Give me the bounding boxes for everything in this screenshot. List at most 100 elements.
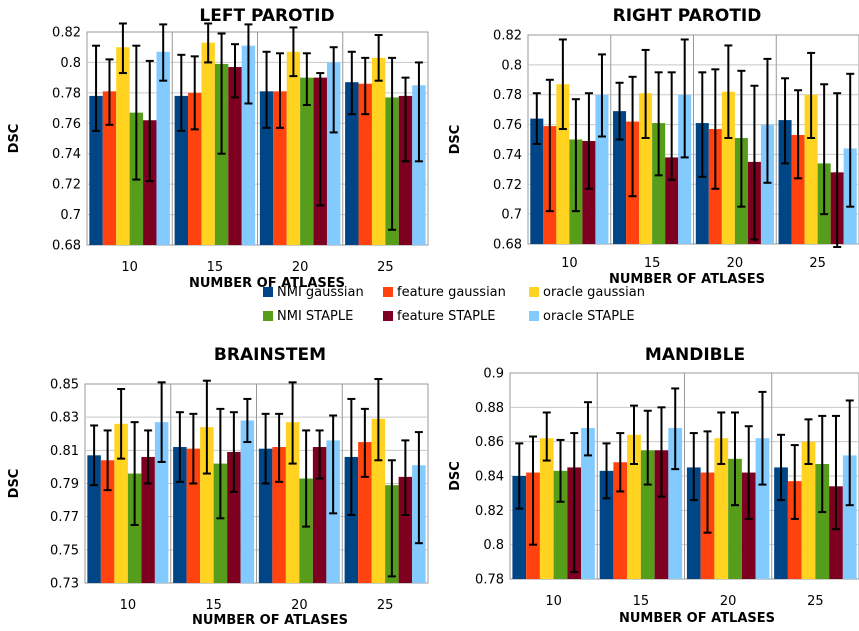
bar <box>188 92 202 245</box>
y-tick-label: 0.82 <box>52 26 81 41</box>
bar <box>371 57 386 245</box>
bar <box>639 93 653 244</box>
legend-swatch <box>383 311 393 321</box>
y-tick-label: 0.75 <box>50 543 79 558</box>
bar <box>240 420 255 583</box>
chart-left-parotid: LEFT PAROTID DSC NUMBER OF ATLASES 0.68 0… <box>7 6 429 291</box>
bar <box>721 91 735 244</box>
bar <box>258 448 273 583</box>
y-tick-label: 0.74 <box>52 147 81 162</box>
bar <box>174 95 189 246</box>
bar <box>556 84 570 244</box>
y-tick-label: 0.82 <box>493 29 522 44</box>
bar <box>312 447 327 583</box>
legend-swatch <box>529 287 539 297</box>
chart-title: LEFT PAROTID <box>199 6 334 26</box>
y-tick-label: 0.78 <box>52 86 81 101</box>
bar <box>87 455 101 583</box>
y-axis-label: DSC <box>448 125 463 155</box>
chart-title: BRAINSTEM <box>214 345 326 365</box>
legend-item: NMI gaussian <box>263 285 364 300</box>
bar <box>728 458 742 579</box>
x-tick-label: 10 <box>120 598 137 613</box>
y-tick-label: 0.77 <box>50 510 79 525</box>
y-tick-label: 0.84 <box>475 470 504 485</box>
y-tick-label: 0.78 <box>475 573 504 588</box>
legend-item: feature STAPLE <box>383 309 495 324</box>
x-tick-label: 15 <box>207 260 224 275</box>
bar <box>186 448 201 583</box>
bar <box>241 45 256 245</box>
bar <box>300 77 314 246</box>
bar <box>652 123 666 244</box>
y-tick-label: 0.85 <box>50 378 79 393</box>
bar <box>595 94 609 244</box>
y-tick-label: 0.83 <box>50 411 79 426</box>
legend-label: feature STAPLE <box>397 309 495 324</box>
x-tick-label: 20 <box>292 260 309 275</box>
x-tick-label: 25 <box>809 256 826 271</box>
bar <box>774 467 788 579</box>
bar <box>228 66 242 245</box>
y-tick-label: 0.81 <box>50 444 79 459</box>
bar <box>89 95 103 246</box>
y-tick-label: 0.76 <box>52 117 81 132</box>
x-axis-label: NUMBER OF ATLASES <box>619 611 775 626</box>
bar <box>200 427 214 583</box>
chart-title: RIGHT PAROTID <box>613 6 762 26</box>
legend-label: NMI STAPLE <box>277 309 353 324</box>
y-tick-label: 0.78 <box>493 88 522 103</box>
bar <box>398 95 413 246</box>
x-tick-label: 10 <box>561 256 578 271</box>
legend-label: NMI gaussian <box>277 285 364 300</box>
bar <box>358 83 372 245</box>
legend-swatch <box>529 311 539 321</box>
x-tick-label: 10 <box>545 594 562 609</box>
bar <box>102 91 117 245</box>
x-tick-label: 15 <box>633 594 650 609</box>
bar <box>627 434 641 579</box>
legend-label: oracle gaussian <box>543 285 645 300</box>
bar <box>714 438 729 579</box>
bar <box>829 486 843 579</box>
bar <box>778 120 792 244</box>
y-tick-label: 0.72 <box>52 178 81 193</box>
x-axis-label: NUMBER OF ATLASES <box>192 613 348 628</box>
bar <box>116 47 130 245</box>
bar <box>143 120 157 245</box>
legend-swatch <box>383 287 393 297</box>
bar <box>114 423 128 583</box>
bar <box>398 476 413 583</box>
x-tick-label: 15 <box>644 256 661 271</box>
y-tick-label: 0.73 <box>50 577 79 592</box>
y-tick-label: 0.79 <box>50 477 79 492</box>
y-tick-label: 0.74 <box>493 148 522 163</box>
bar <box>141 456 155 583</box>
x-tick-label: 20 <box>291 598 308 613</box>
y-tick-label: 0.82 <box>475 504 504 519</box>
bar <box>512 476 527 579</box>
bar <box>344 456 359 583</box>
y-axis-label: DSC <box>7 124 22 154</box>
bar <box>654 450 669 579</box>
bar <box>259 91 274 245</box>
bar <box>741 472 756 579</box>
chart-mandible: MANDIBLE DSC NUMBER OF ATLASES 0.78 0.8 0.… <box>448 345 859 626</box>
bar <box>791 135 805 244</box>
bar <box>201 42 215 246</box>
legend-swatch <box>263 287 273 297</box>
bar <box>227 451 241 583</box>
y-axis-label: DSC <box>448 461 463 491</box>
legend-label: oracle STAPLE <box>543 309 635 324</box>
bar <box>213 463 228 583</box>
y-tick-label: 0.86 <box>475 435 504 450</box>
y-axis-label: DSC <box>7 469 22 499</box>
x-axis-label: NUMBER OF ATLASES <box>189 276 345 291</box>
legend-swatch <box>263 311 273 321</box>
bar <box>842 455 857 579</box>
bar <box>412 85 426 245</box>
bar <box>668 427 683 579</box>
chart-brainstem: BRAINSTEM DSC NUMBER OF ATLASES 0.73 0.75… <box>7 345 429 628</box>
bar <box>755 438 770 579</box>
